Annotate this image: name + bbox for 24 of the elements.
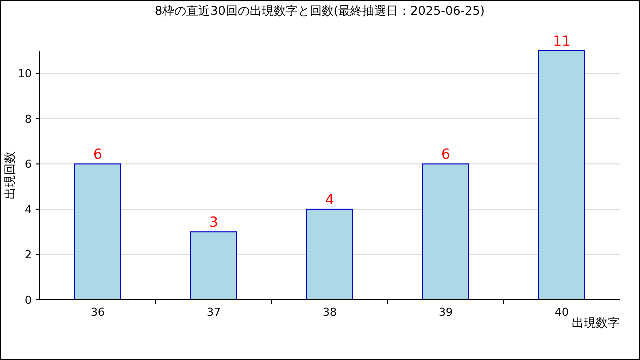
y-tick-label: 4 (25, 203, 32, 216)
y-tick-label: 6 (25, 158, 32, 172)
data-label: 6 (442, 147, 451, 164)
x-tick-label: 39 (439, 306, 453, 319)
x-tick-label: 40 (555, 306, 569, 319)
x-tick-label: 37 (207, 306, 221, 319)
data-label: 3 (210, 215, 218, 232)
y-tick-label: 8 (25, 112, 32, 126)
data-label: 11 (553, 34, 571, 50)
x-tick-label: 38 (323, 306, 337, 319)
y-axis-title: 出現回数 (3, 152, 17, 200)
chart-title: 8枠の直近30回の出現数字と回数(最終抽選日：2025-06-25) (154, 4, 486, 18)
y-tick-label: 10 (18, 68, 32, 81)
bar (422, 164, 470, 300)
bar (306, 208, 354, 300)
data-label: 6 (94, 147, 103, 164)
bar (74, 164, 122, 300)
y-tick-label: 0 (25, 294, 32, 307)
y-tick-label: 2 (25, 248, 32, 262)
data-label: 4 (326, 192, 335, 208)
x-axis-title: 出現数字 (572, 316, 620, 330)
x-tick-label: 36 (91, 306, 105, 319)
bar (538, 50, 586, 300)
bar (190, 232, 238, 300)
